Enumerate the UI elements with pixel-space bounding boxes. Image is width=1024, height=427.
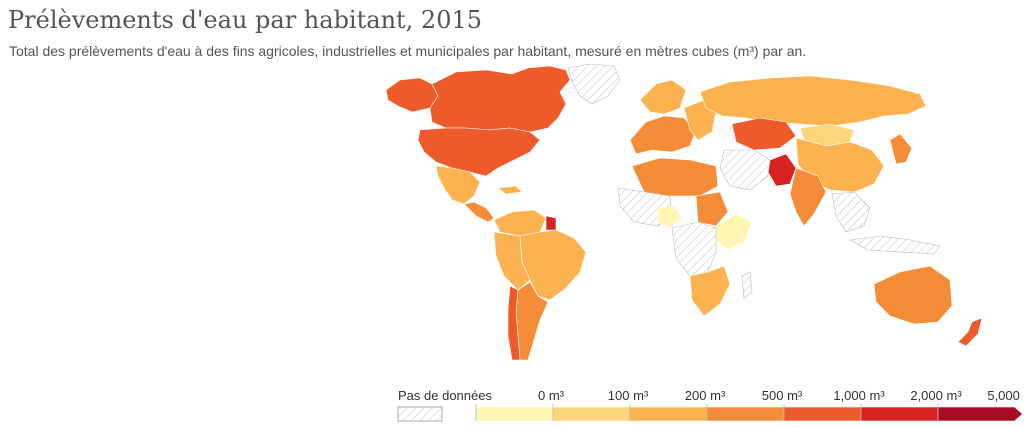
region-north-africa[interactable] [631, 157, 719, 197]
legend-no-data-swatch [397, 406, 443, 422]
legend-label-4: 1,000 m³ [833, 388, 885, 403]
region-central-africa [671, 221, 717, 277]
region-russia[interactable] [699, 75, 927, 127]
region-canada[interactable] [429, 65, 571, 133]
region-madagascar [741, 271, 753, 299]
region-alaska[interactable] [385, 77, 439, 113]
region-sudan[interactable] [695, 191, 729, 227]
region-southeast-asia [831, 191, 871, 233]
legend-arrow [1014, 407, 1022, 421]
region-colombia-venezuela[interactable] [493, 209, 547, 237]
region-australia[interactable] [873, 265, 953, 325]
region-mexico[interactable] [435, 165, 481, 205]
legend-swatch-1 [552, 406, 631, 422]
chart-subtitle: Total des prélèvements d'eau à des fins … [9, 43, 807, 59]
region-indonesia [849, 235, 941, 255]
legend: Pas de données 0 m³ 100 m³ 200 m³ 500 m³ 1,0… [397, 388, 1024, 422]
region-peru-bolivia[interactable] [493, 231, 531, 291]
region-pakistan[interactable] [767, 153, 797, 187]
region-middle-east [719, 149, 771, 191]
legend-label-6: 5,000 m³ [987, 388, 1024, 403]
legend-no-data-label: Pas de données [398, 388, 492, 403]
region-india[interactable] [789, 167, 827, 227]
legend-swatch-0 [475, 406, 554, 422]
region-kazakhstan[interactable] [731, 117, 797, 151]
legend-label-3: 500 m³ [762, 388, 803, 403]
chart-title: Prélèvements d'eau par habitant, 2015 [8, 6, 482, 34]
legend-swatch-2 [629, 406, 708, 422]
region-japan-korea[interactable] [889, 133, 913, 165]
legend-swatch-6 [937, 406, 1016, 422]
legend-label-5: 2,000 m³ [910, 388, 962, 403]
legend-swatch-3 [706, 406, 785, 422]
region-chile[interactable] [507, 285, 521, 361]
legend-label-2: 200 m³ [685, 388, 726, 403]
region-usa[interactable] [417, 127, 541, 177]
region-western-europe[interactable] [629, 115, 697, 155]
legend-swatch-4 [783, 406, 862, 422]
region-central-america[interactable] [463, 201, 495, 223]
region-guyana[interactable] [545, 215, 557, 231]
legend-label-1: 100 m³ [608, 388, 649, 403]
region-caribbean[interactable] [497, 185, 523, 195]
region-southern-africa[interactable] [689, 265, 731, 317]
region-new-zealand[interactable] [957, 317, 983, 347]
region-iceland-scandinavia[interactable] [639, 79, 687, 115]
legend-swatch-5 [860, 406, 939, 422]
legend-scale: 0 m³ 100 m³ 200 m³ 500 m³ 1,000 m³ 2,000 m³ 5,… [475, 388, 1024, 422]
region-greenland [567, 63, 621, 105]
legend-label-0: 0 m³ [538, 388, 565, 403]
region-nigeria[interactable] [657, 205, 683, 229]
